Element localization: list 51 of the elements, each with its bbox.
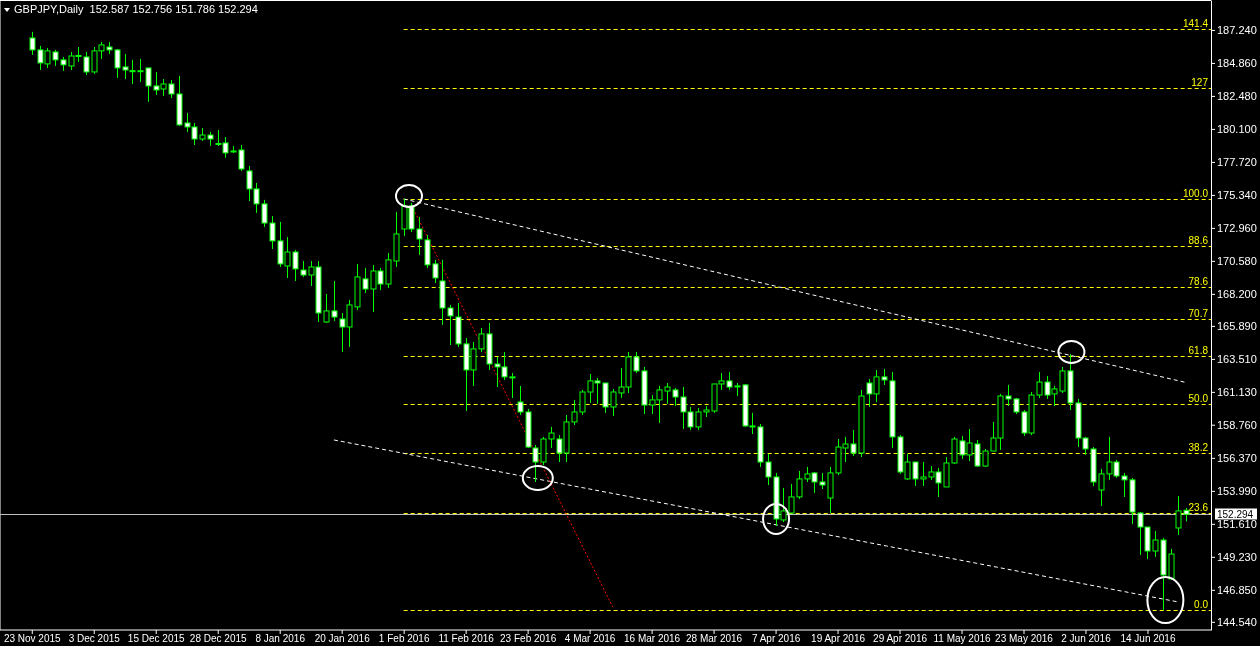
x-tick-label: 3 Dec 2015 xyxy=(68,633,121,645)
x-tick-label: 14 Jun 2016 xyxy=(1120,633,1176,645)
y-tick-label: 161.130 xyxy=(1217,385,1257,398)
y-tick-label: 153.990 xyxy=(1217,484,1257,497)
x-tick-label: 4 Mar 2016 xyxy=(564,633,616,645)
y-tick-label: 180.100 xyxy=(1217,122,1257,135)
annotation: 0.0 xyxy=(1194,598,1209,610)
y-tick-label: 168.200 xyxy=(1217,287,1257,300)
y-tick-label: 146.850 xyxy=(1217,583,1257,596)
annotation: 38.2 xyxy=(1188,441,1209,453)
y-tick-label: 175.340 xyxy=(1217,188,1257,201)
annotation: 78.6 xyxy=(1188,275,1209,287)
annotation: 23.6 xyxy=(1188,501,1209,513)
y-tick-label: 177.720 xyxy=(1217,155,1257,168)
x-tick-label: 28 Dec 2015 xyxy=(189,633,247,645)
y-tick-label: 156.370 xyxy=(1217,451,1257,464)
x-tick-label: 20 Jan 2016 xyxy=(314,633,371,645)
x-tick-label: 8 Jan 2016 xyxy=(255,633,306,645)
x-tick-label: 7 Apr 2016 xyxy=(751,633,801,645)
ref-line-label: 152.294 xyxy=(1217,509,1254,520)
x-tick-label: 2 Jun 2016 xyxy=(1061,633,1112,645)
y-tick-label: 165.890 xyxy=(1217,319,1257,332)
annotation: 127 xyxy=(1191,76,1209,88)
y-tick-label: 182.480 xyxy=(1217,89,1257,102)
annotation: 70.7 xyxy=(1188,307,1209,319)
annotation: 88.6 xyxy=(1188,234,1209,246)
y-tick-label: 163.510 xyxy=(1217,352,1257,365)
annotation: 100.0 xyxy=(1182,187,1209,199)
y-tick-label: 172.960 xyxy=(1217,221,1257,234)
x-tick-label: 11 Feb 2016 xyxy=(438,633,495,645)
y-tick-label: 187.240 xyxy=(1217,23,1257,36)
chart-title: GBPJPY,Daily 152.587 152.756 151.786 152.294 xyxy=(14,3,258,15)
y-tick-label: 151.610 xyxy=(1217,517,1257,530)
y-tick-label: 149.230 xyxy=(1217,550,1257,563)
x-tick-label: 23 Nov 2015 xyxy=(3,633,62,645)
x-tick-label: 15 Dec 2015 xyxy=(127,633,186,645)
y-tick-label: 144.540 xyxy=(1217,615,1257,628)
x-tick-label: 19 Apr 2016 xyxy=(811,633,866,645)
y-tick-label: 170.580 xyxy=(1217,254,1257,267)
x-tick-label: 11 May 2016 xyxy=(933,633,991,645)
x-tick-label: 1 Feb 2016 xyxy=(378,633,430,645)
x-tick-label: 28 Mar 2016 xyxy=(686,633,743,645)
annotation: 50.0 xyxy=(1188,392,1209,404)
x-tick-label: 23 Feb 2016 xyxy=(500,633,557,645)
annotation: 61.8 xyxy=(1188,344,1209,356)
x-tick-label: 29 Apr 2016 xyxy=(873,633,928,645)
y-tick-label: 184.860 xyxy=(1217,56,1257,69)
y-tick-label: 158.760 xyxy=(1217,418,1257,431)
x-tick-label: 23 May 2016 xyxy=(995,633,1054,645)
x-tick-label: 16 Mar 2016 xyxy=(624,633,681,645)
annotation: 141.4 xyxy=(1182,17,1209,29)
